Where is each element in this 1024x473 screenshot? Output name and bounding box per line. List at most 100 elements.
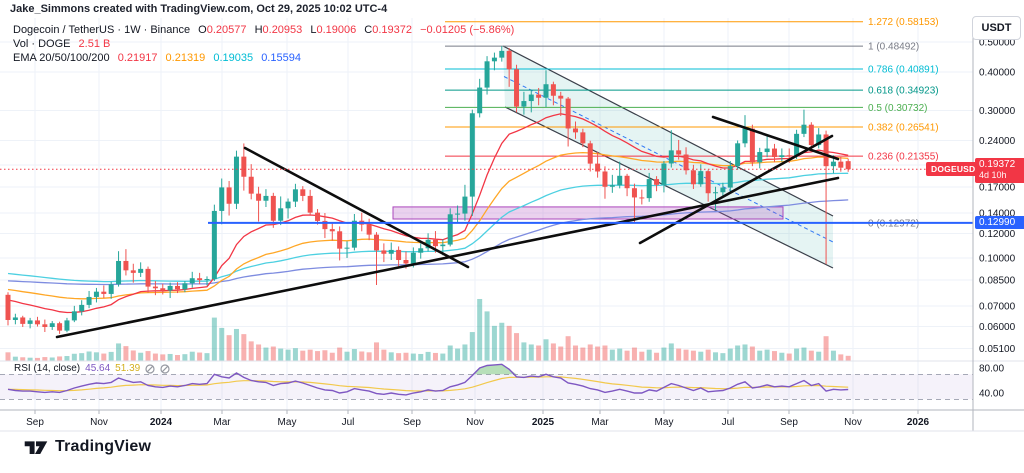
candle-body	[499, 50, 505, 58]
rsi-ma-value: 51.39	[115, 363, 141, 374]
trendline[interactable]	[243, 146, 470, 269]
rsi-label[interactable]: RSI (14, close)	[14, 363, 81, 374]
candle-body	[130, 270, 136, 273]
volume-bar	[366, 352, 372, 361]
hide-indicator-icon[interactable]	[160, 363, 170, 374]
axis-label: 0.06000	[979, 322, 1016, 333]
volume-bar	[646, 349, 652, 361]
axis-label: Jul	[342, 417, 355, 428]
candle-body	[101, 291, 107, 294]
volume-bar	[830, 350, 836, 361]
level-price-badge[interactable]: 0.12990	[975, 216, 1024, 229]
volume-bar	[278, 348, 284, 361]
volume-bar	[654, 352, 660, 361]
candle-body	[469, 113, 475, 197]
candle-body	[12, 317, 18, 320]
candle-body	[42, 324, 48, 327]
candle-body	[64, 320, 70, 331]
candle-body	[845, 161, 851, 170]
axis-label: 2026	[907, 417, 930, 428]
legend-row-volume: Vol · DOGE 2.51 B	[13, 37, 514, 51]
volume-bar	[720, 353, 726, 361]
axis-label: 0.12000	[979, 229, 1016, 240]
footer-brand[interactable]: TradingView	[24, 437, 151, 457]
open-value: 0.20577	[206, 24, 247, 36]
candle-body	[771, 148, 777, 158]
volume-bar	[27, 357, 33, 361]
brand-name: TradingView	[55, 438, 152, 455]
axis-label: 0.30000	[979, 106, 1016, 117]
candle-body	[219, 187, 225, 211]
candle-body	[572, 128, 578, 133]
last-price-badge[interactable]: 0.19372 4d 10h	[975, 158, 1024, 183]
candle-body	[197, 278, 203, 281]
volume-bar	[233, 328, 239, 361]
volume-bar	[543, 339, 549, 361]
ema200-value: 0.15594	[261, 52, 301, 64]
volume-bar	[12, 356, 18, 361]
volume-bar	[425, 351, 431, 361]
candle-body	[160, 288, 166, 291]
volume-bar	[742, 344, 748, 361]
volume-bar	[602, 345, 608, 361]
candle-body	[182, 283, 188, 290]
ema-label[interactable]: EMA 20/50/100/200	[13, 52, 110, 64]
candle-body	[351, 220, 357, 248]
volume-bar	[189, 351, 195, 361]
candle-body	[152, 286, 158, 289]
axis-label: 2025	[532, 417, 555, 428]
candle-body	[727, 166, 733, 188]
candle-body	[440, 244, 446, 247]
symbol-title[interactable]: Dogecoin / TetherUS · 1W · Binance	[13, 24, 191, 36]
rsi-legend[interactable]: RSI (14, close) 45.64 51.39	[14, 363, 170, 374]
candle-body	[49, 323, 55, 327]
volume-bar	[57, 356, 63, 361]
candle-body	[410, 252, 416, 264]
candle-body	[329, 229, 335, 232]
candle-body	[403, 260, 409, 264]
volume-bar	[506, 325, 512, 361]
channel-mid-line[interactable]	[503, 76, 834, 243]
hide-indicator-icon[interactable]	[145, 363, 155, 374]
high-label: H	[254, 24, 263, 36]
volume-bar	[410, 353, 416, 361]
candle-body	[617, 175, 623, 186]
volume-label[interactable]: Vol · DOGE	[13, 38, 71, 50]
axis-label: 0.618 (0.34923)	[868, 86, 939, 97]
volume-bar	[794, 348, 800, 361]
axis-label: Nov	[90, 417, 108, 428]
volume-bar	[477, 298, 483, 361]
volume-bar	[786, 353, 792, 361]
channel-upper-line[interactable]	[502, 45, 834, 217]
volume-bar	[447, 345, 453, 361]
volume-bar	[580, 347, 586, 361]
currency-toggle-button[interactable]: USDT	[972, 16, 1021, 40]
candle-body	[654, 179, 660, 185]
symbol-legend[interactable]: Dogecoin / TetherUS · 1W · Binance O0.20…	[13, 23, 514, 65]
candle-body	[138, 268, 144, 273]
channel-lower-line[interactable]	[504, 106, 834, 269]
axis-label: 0.24000	[979, 136, 1016, 147]
low-value: 0.19006	[316, 24, 357, 36]
candle-body	[27, 320, 33, 324]
candle-body	[757, 152, 763, 163]
volume-bar	[329, 352, 335, 361]
candle-body	[602, 171, 608, 187]
volume-bar	[285, 349, 291, 361]
volume-bar	[351, 349, 357, 361]
trendline[interactable]	[638, 134, 834, 245]
volume-bar	[138, 352, 144, 361]
axis-label: May	[278, 417, 297, 428]
volume-bar	[307, 349, 313, 361]
volume-bar	[396, 353, 402, 361]
candle-body	[609, 185, 615, 187]
candle-body	[580, 132, 586, 144]
volume-bar	[816, 351, 822, 361]
candle-body	[646, 179, 652, 199]
volume-bar	[381, 349, 387, 361]
trendline[interactable]	[711, 115, 840, 161]
rsi-value: 45.64	[85, 363, 111, 374]
axis-label: 80.00	[979, 364, 1004, 375]
